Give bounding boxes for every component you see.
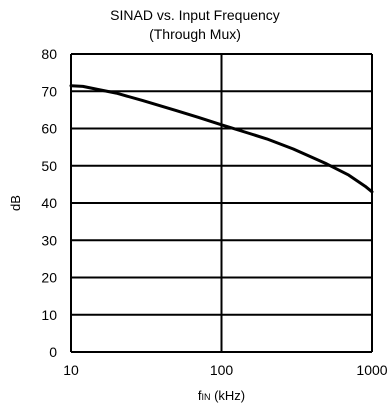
x-tick-label: 100 (210, 362, 234, 378)
chart-subtitle: (Through Mux) (149, 26, 241, 42)
y-tick-label: 30 (41, 232, 57, 248)
x-tick-label: 1000 (356, 362, 387, 378)
y-tick-label: 20 (41, 270, 57, 286)
y-tick-label: 80 (41, 46, 57, 62)
y-tick-label: 50 (41, 158, 57, 174)
y-tick-label: 10 (41, 307, 57, 323)
y-tick-label: 60 (41, 121, 57, 137)
sinad-series-line (69, 84, 374, 194)
y-tick-label: 70 (41, 83, 57, 99)
x-axis-label: fIN (kHz) (198, 388, 245, 403)
chart-title: SINAD vs. Input Frequency (110, 7, 280, 23)
y-tick-label: 40 (41, 195, 57, 211)
x-tick-label: 10 (63, 362, 79, 378)
y-tick-label: 0 (49, 344, 57, 360)
y-axis-label: dB (8, 195, 23, 211)
